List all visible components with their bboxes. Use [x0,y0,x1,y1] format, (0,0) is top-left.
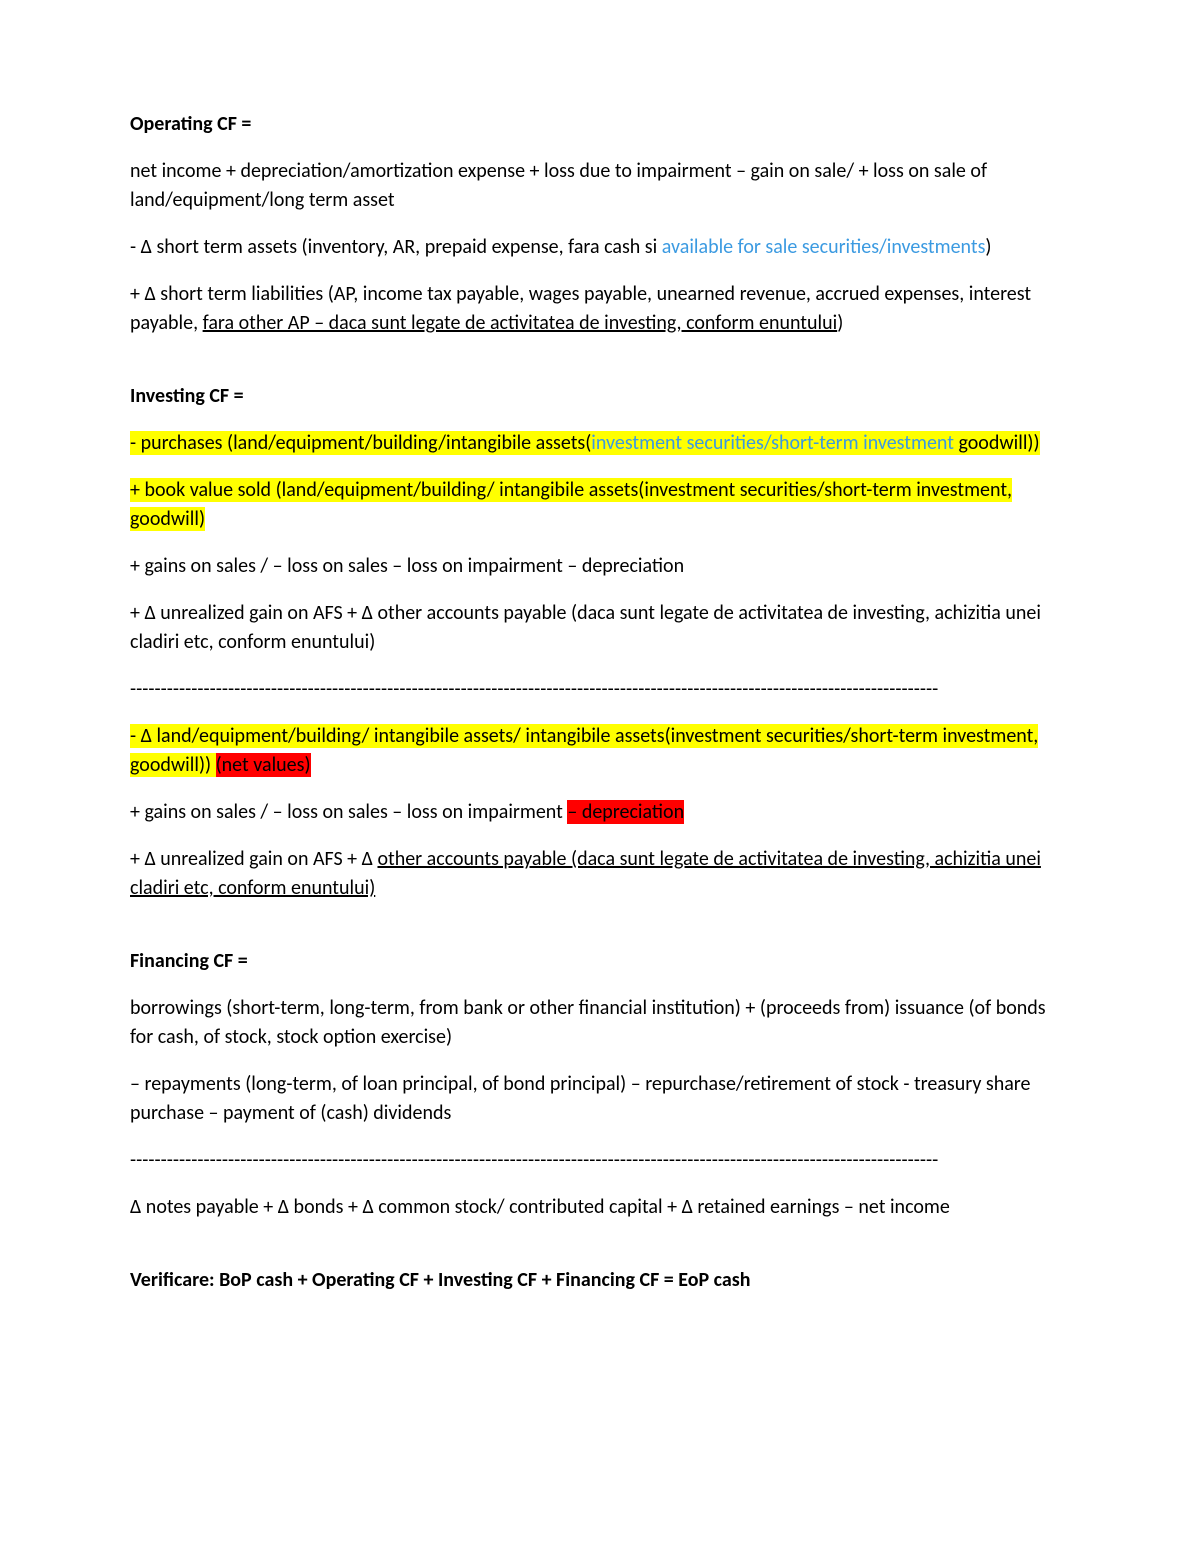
highlighted-text: goodwill)) [954,431,1040,455]
investing-hl-3: - Δ land/equipment/building/ intangibile… [130,722,1070,780]
investing-line-3: + gains on sales / – loss on sales – los… [130,552,1070,581]
investing-hl-2: + book value sold (land/equipment/buildi… [130,476,1070,534]
operating-line-2: - Δ short term assets (inventory, AR, pr… [130,233,1070,262]
text-run: ) [837,311,843,335]
financing-line-2: – repayments (long-term, of loan princip… [130,1070,1070,1128]
operating-line-1: net income + depreciation/amortization e… [130,157,1070,215]
text-run: + Δ unrealized gain on AFS + Δ [130,847,377,871]
afs-link-text: available for sale securities/investment… [662,235,986,259]
financing-line-1: borrowings (short-term, long-term, from … [130,994,1070,1052]
financing-heading: Financing CF = [130,947,1070,976]
text-run: + gains on sales / – loss on sales – los… [130,800,567,824]
underlined-text: fara other AP – daca sunt legate de acti… [203,311,838,335]
investing-line-7: + Δ unrealized gain on AFS + Δ other acc… [130,845,1070,903]
highlighted-red-text: (net values) [216,753,311,777]
document-page: Operating CF = net income + depreciation… [0,0,1200,1553]
text-run: - Δ short term assets (inventory, AR, pr… [130,235,662,259]
investing-heading: Investing CF = [130,382,1070,411]
divider-line: ----------------------------------------… [130,1146,1070,1175]
text-run: ) [985,235,991,259]
investing-line-4: + Δ unrealized gain on AFS + Δ other acc… [130,599,1070,657]
investing-hl-1: - purchases (land/equipment/building/int… [130,429,1070,458]
financing-line-3: Δ notes payable + Δ bonds + Δ common sto… [130,1193,1070,1222]
highlighted-red-text: – depreciation [567,800,684,824]
operating-line-3: + Δ short term liabilities (AP, income t… [130,280,1070,338]
highlighted-text: - purchases (land/equipment/building/int… [130,431,591,455]
highlighted-text: + book value sold (land/equipment/buildi… [130,478,1012,531]
divider-line: ----------------------------------------… [130,675,1070,704]
highlighted-link-text: investment securities/short-term investm… [591,431,954,455]
verify-line: Verificare: BoP cash + Operating CF + In… [130,1266,1070,1295]
operating-heading: Operating CF = [130,110,1070,139]
investing-line-6: + gains on sales / – loss on sales – los… [130,798,1070,827]
